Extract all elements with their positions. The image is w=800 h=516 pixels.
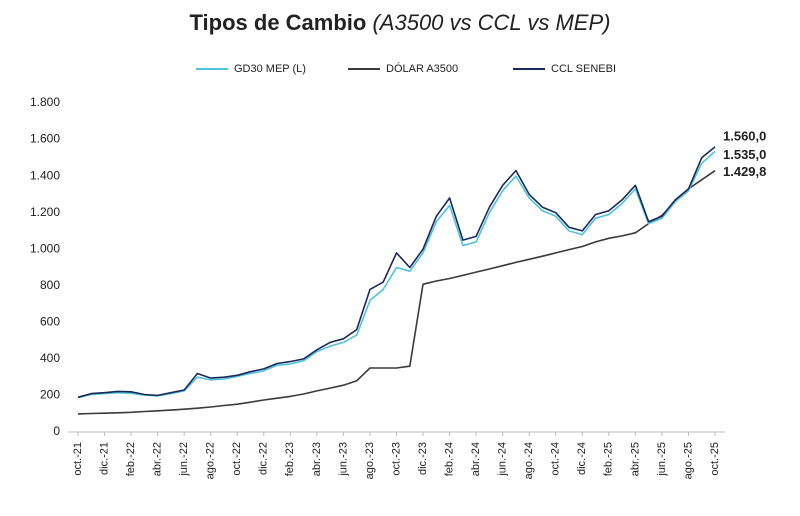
x-tick-label: dic.-22 [258, 442, 270, 475]
x-tick-label: oct.-25 [709, 442, 721, 476]
x-tick-label: ago.-23 [364, 442, 376, 479]
legend-label: CCL SENEBI [551, 63, 616, 75]
x-tick-label: feb.-25 [603, 442, 615, 476]
chart-subtitle: (A3500 vs CCL vs MEP) [372, 10, 610, 35]
value-label: 1.535,0 [723, 147, 766, 162]
x-tick-label: jun.-23 [337, 442, 349, 477]
chart-title: Tipos de Cambio [190, 10, 367, 35]
y-tick-label: 1.200 [30, 205, 60, 219]
x-tick-label: oct.-21 [72, 442, 84, 476]
y-tick-label: 0 [53, 424, 60, 438]
y-tick-label: 600 [40, 315, 60, 329]
value-label: 1.560,0 [723, 128, 766, 143]
y-tick-label: 1.800 [30, 95, 60, 109]
x-tick-label: dic.-23 [417, 442, 429, 475]
y-tick-label: 1.400 [30, 168, 60, 182]
x-tick-label: jun.-22 [178, 442, 190, 477]
x-tick-label: jun.-25 [656, 442, 668, 477]
x-tick-label: ago.-24 [523, 442, 535, 479]
legend-label: GD30 MEP (L) [234, 63, 306, 75]
x-tick-label: jun.-24 [497, 442, 509, 477]
y-tick-label: 800 [40, 278, 60, 292]
y-tick-label: 400 [40, 351, 60, 365]
x-tick-label: abr.-25 [629, 442, 641, 476]
x-tick-label: dic.-24 [576, 442, 588, 475]
x-tick-label: oct.-24 [550, 442, 562, 476]
x-tick-label: abr.-24 [470, 442, 482, 476]
x-tick-label: feb.-23 [284, 442, 296, 476]
y-tick-label: 200 [40, 388, 60, 402]
x-tick-label: abr.-22 [152, 442, 164, 476]
x-tick-label: abr.-23 [311, 442, 323, 476]
series-line [77, 146, 716, 399]
x-tick-label: oct.-23 [390, 442, 402, 476]
x-tick-label: dic.-21 [98, 442, 110, 475]
series-line [77, 170, 716, 415]
y-tick-label: 1.600 [30, 132, 60, 146]
x-tick-label: ago.-25 [682, 442, 694, 479]
x-tick-label: ago.-22 [205, 442, 217, 479]
y-tick-label: 1.000 [30, 241, 60, 255]
series-line [77, 150, 716, 399]
chart-title-group: Tipos de Cambio (A3500 vs CCL vs MEP) [190, 10, 611, 35]
x-tick-label: feb.-24 [443, 442, 455, 476]
value-label: 1.429,8 [723, 164, 766, 179]
x-tick-label: feb.-22 [125, 442, 137, 476]
legend-label: DÓLAR A3500 [386, 62, 458, 75]
x-tick-label: oct.-22 [231, 442, 243, 476]
